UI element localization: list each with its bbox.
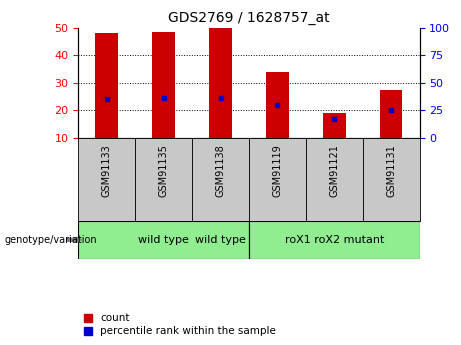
FancyBboxPatch shape	[249, 221, 420, 259]
Bar	[380, 90, 402, 138]
Text: roX1 roX2 mutant: roX1 roX2 mutant	[284, 235, 384, 245]
Bar	[95, 33, 118, 138]
Text: GSM91135: GSM91135	[159, 145, 169, 197]
FancyBboxPatch shape	[78, 221, 249, 259]
Bar	[306, 138, 363, 221]
Text: genotype/variation: genotype/variation	[5, 235, 97, 245]
Bar	[323, 113, 346, 138]
Legend: count, percentile rank within the sample: count, percentile rank within the sample	[83, 313, 276, 336]
Bar	[78, 138, 135, 221]
Text: wild type: wild type	[138, 235, 189, 245]
Bar	[249, 138, 306, 221]
Text: GSM91133: GSM91133	[102, 145, 112, 197]
Bar	[363, 138, 420, 221]
Text: wild type: wild type	[195, 235, 246, 245]
Text: GSM91121: GSM91121	[329, 145, 339, 197]
Bar	[152, 32, 175, 138]
Text: GSM91119: GSM91119	[272, 145, 283, 197]
Text: GSM91138: GSM91138	[215, 145, 225, 197]
Bar	[209, 28, 232, 138]
Bar	[266, 72, 289, 138]
Bar	[135, 138, 192, 221]
Bar	[192, 138, 249, 221]
Title: GDS2769 / 1628757_at: GDS2769 / 1628757_at	[168, 11, 330, 25]
Text: GSM91131: GSM91131	[386, 145, 396, 197]
